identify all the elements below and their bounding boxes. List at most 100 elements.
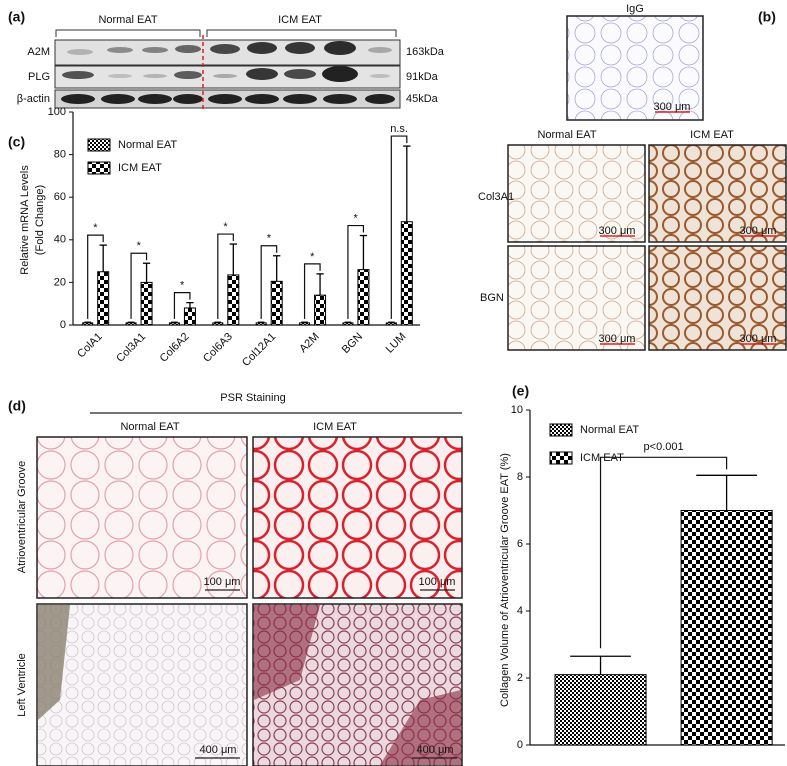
bar — [299, 322, 311, 326]
x-tick-label: LUM — [384, 331, 409, 356]
bar — [212, 322, 224, 326]
bar — [227, 274, 240, 326]
annotation: * — [267, 233, 272, 245]
y-tick-label: 40 — [54, 234, 66, 246]
row-label: Col3A1 — [478, 191, 514, 203]
annotation: n.s. — [390, 123, 408, 135]
bar — [554, 674, 647, 746]
significance-bracket — [599, 456, 728, 649]
y-axis-label: (Fold Change) — [34, 185, 46, 255]
significance-bracket — [260, 245, 278, 319]
bar — [400, 221, 413, 326]
legend-swatch — [87, 138, 111, 152]
size-label: 163kDa — [406, 46, 445, 58]
column-label: Normal EAT — [537, 129, 596, 141]
size-label: 91kDa — [406, 71, 439, 83]
scale-bar-label: 300 μm — [654, 101, 691, 113]
size-label: 45kDa — [406, 93, 439, 105]
y-axis-label: Relative mRNA Levels — [19, 165, 31, 275]
bar — [168, 322, 180, 326]
group-label: Normal EAT — [98, 14, 157, 26]
significance-bracket — [173, 292, 191, 319]
row-label: β-actin — [17, 93, 50, 105]
y-tick-label: 10 — [511, 404, 523, 416]
panel-label: (e) — [512, 383, 529, 399]
section-title: PSR Staining — [220, 392, 285, 404]
y-tick-label: 20 — [54, 276, 66, 288]
legend-swatch — [549, 423, 573, 437]
significance-bracket — [390, 135, 408, 319]
legend-swatch — [549, 451, 573, 465]
row-label: PLG — [28, 71, 50, 83]
psr-images — [36, 412, 463, 766]
row-label: A2M — [27, 46, 50, 58]
bar — [314, 294, 327, 326]
legend-swatch — [87, 161, 111, 175]
x-tick-label: BGN — [340, 331, 365, 356]
significance-bracket — [87, 234, 104, 319]
x-tick-label: Col3A1 — [114, 331, 148, 365]
blot-image — [54, 29, 401, 110]
scale-bar-label: 100 μm — [204, 576, 241, 588]
panel-label: (d) — [8, 398, 26, 414]
x-tick-label: ColA1 — [75, 331, 105, 361]
y-tick-label: 0 — [517, 739, 523, 751]
x-tick-label: A2M — [297, 331, 321, 355]
image-title: IgG — [626, 3, 644, 15]
bar — [140, 281, 153, 326]
legend-label: ICM EAT — [118, 162, 162, 174]
bar — [183, 307, 196, 326]
significance-bracket — [347, 224, 365, 319]
significance-bracket — [130, 252, 148, 319]
significance-bracket — [217, 233, 234, 319]
bar — [357, 269, 370, 326]
annotation: p<0.001 — [644, 441, 684, 453]
bar — [342, 322, 354, 326]
row-label: Atrioventricular Groove — [16, 461, 28, 574]
annotation: * — [180, 280, 185, 292]
scale-bar-label: 300 μm — [740, 333, 777, 345]
x-tick-label: Col6A3 — [201, 331, 235, 365]
y-tick-label: 0 — [60, 319, 66, 331]
scale-bar-label: 400 μm — [200, 744, 237, 756]
scale-bar-label: 300 μm — [740, 225, 777, 237]
x-tick-label: Col6A2 — [158, 331, 192, 365]
y-tick-label: 4 — [517, 605, 523, 617]
bar — [125, 322, 137, 326]
panel-label: (b) — [758, 9, 776, 25]
bar — [82, 322, 94, 326]
y-tick-label: 2 — [517, 672, 523, 684]
y-axis-label: Collagen Volume of Atrioventricular Groo… — [499, 453, 511, 707]
column-label: ICM EAT — [690, 129, 734, 141]
ihc-images — [507, 15, 787, 351]
scale-bar-label: 400 μm — [417, 744, 454, 756]
bar — [97, 271, 110, 326]
y-tick-label: 6 — [517, 538, 523, 550]
annotation: * — [137, 240, 142, 252]
y-tick-label: 60 — [54, 191, 66, 203]
legend-label: Normal EAT — [118, 139, 177, 151]
group-label: ICM EAT — [278, 14, 322, 26]
row-label: BGN — [480, 292, 504, 304]
column-label: Normal EAT — [120, 421, 179, 433]
annotation: * — [93, 222, 98, 234]
y-tick-label: 8 — [517, 471, 523, 483]
scale-bar-label: 100 μm — [419, 576, 456, 588]
bar — [270, 280, 283, 326]
bar — [680, 510, 773, 746]
row-label: Left Ventricle — [16, 653, 28, 717]
scale-bar-label: 300 μm — [599, 333, 636, 345]
column-label: ICM EAT — [313, 421, 357, 433]
panel-label: (a) — [8, 9, 25, 25]
y-tick-label: 80 — [54, 149, 66, 161]
y-tick-label: 100 — [48, 106, 66, 118]
panel-label: (c) — [8, 134, 25, 150]
scale-bar-label: 300 μm — [599, 225, 636, 237]
significance-bracket — [303, 263, 321, 319]
bar — [255, 322, 267, 326]
bar — [385, 322, 397, 326]
x-tick-label: Col12A1 — [240, 331, 278, 369]
legend-label: Normal EAT — [580, 424, 639, 436]
annotation: * — [310, 251, 315, 263]
